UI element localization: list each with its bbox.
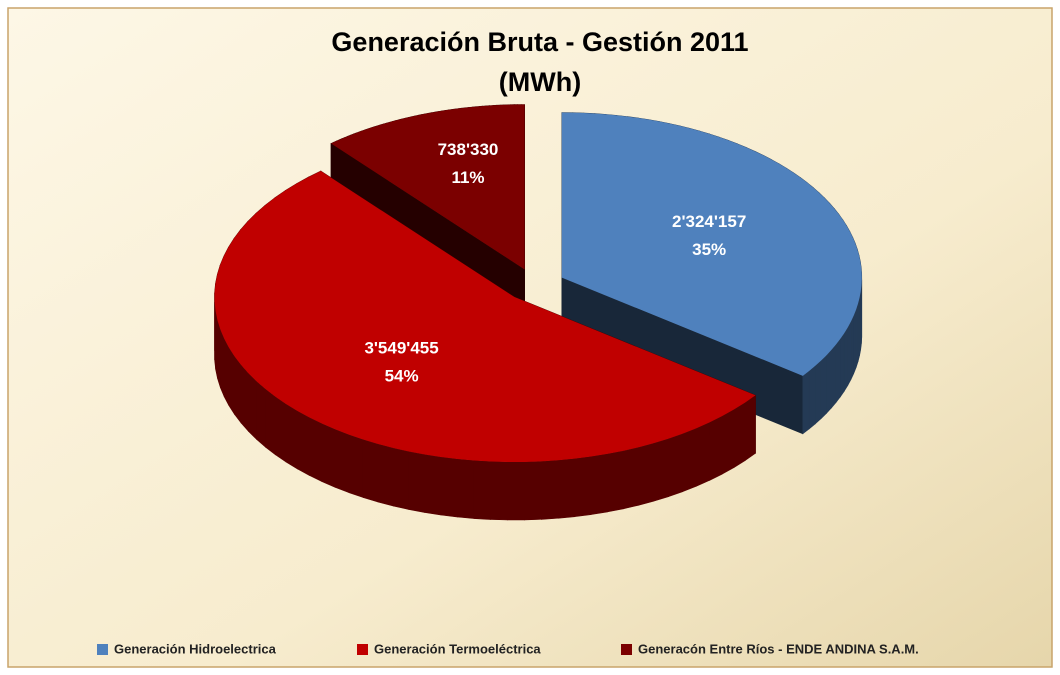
slice-side — [240, 364, 249, 433]
slice-side — [248, 372, 257, 441]
slice-side — [228, 346, 235, 416]
slice-side — [815, 359, 822, 425]
data-label: 738'330 — [438, 140, 499, 159]
data-label-percent: 11% — [451, 168, 484, 187]
legend-swatch — [357, 644, 368, 655]
legend-swatch — [621, 644, 632, 655]
slice-side — [850, 315, 854, 380]
slice-side — [321, 423, 336, 488]
slice-side — [574, 456, 592, 518]
slice-side — [557, 458, 576, 519]
slice-side — [256, 380, 266, 448]
legend: Generación Hidroelectrica Generación Term… — [97, 641, 919, 656]
slice-side — [392, 447, 410, 510]
slice — [561, 112, 862, 376]
slice-side — [541, 459, 559, 520]
data-label: 3'549'455 — [364, 339, 438, 358]
slice — [214, 171, 756, 462]
slice-side — [362, 439, 379, 503]
slice-side — [847, 321, 852, 386]
data-label: 2'324'157 — [672, 212, 746, 231]
data-label-percent: 35% — [692, 240, 726, 259]
slice-side — [668, 433, 684, 498]
slice-side — [440, 456, 458, 518]
slice-side — [820, 354, 827, 420]
slice-side — [308, 416, 323, 483]
slice-side — [424, 454, 442, 516]
slice-side — [744, 394, 756, 462]
slice-side — [682, 427, 697, 493]
legend-label: Generación Termoeléctrica — [374, 641, 541, 656]
slice-side — [709, 415, 723, 481]
slice-side — [490, 461, 508, 521]
slice-side — [348, 434, 364, 498]
data-label-percent: 54% — [385, 367, 419, 386]
slice-side — [234, 355, 242, 424]
slice-side — [217, 320, 221, 388]
slice-side — [285, 403, 298, 470]
slice-side — [457, 458, 475, 519]
slice-side — [831, 343, 837, 409]
legend-swatch — [97, 644, 108, 655]
slice-side — [524, 461, 542, 521]
slice-side — [696, 421, 710, 487]
pie: 2'324'157 35% 3'549'455 54% 738'330 11% — [214, 104, 863, 521]
slice-side — [275, 396, 287, 463]
slice-side — [590, 453, 608, 515]
slice-side — [853, 309, 857, 374]
slice-side — [220, 329, 225, 397]
slice-side — [223, 338, 230, 406]
slice-side — [653, 438, 669, 502]
slice-side — [840, 332, 845, 398]
chart-title: Generación Bruta - Gestión 2011 — [331, 27, 748, 57]
slice-side — [607, 450, 624, 513]
legend-label: Generacón Entre Ríos - ENDE ANDINA S.A.M… — [638, 641, 919, 656]
slice-side — [622, 446, 640, 510]
slice-side — [826, 349, 832, 415]
slice-side — [733, 402, 746, 469]
slice-side — [808, 365, 816, 430]
slice-side — [473, 460, 492, 520]
slice-side — [507, 461, 525, 521]
slice-side — [802, 370, 810, 435]
slice-side — [843, 326, 849, 393]
slice-side — [334, 428, 350, 494]
legend-label: Generación Hidroelectrica — [114, 641, 277, 656]
slice-side — [638, 442, 655, 506]
slice-side — [721, 409, 735, 475]
slice-side — [408, 451, 426, 513]
slice-side — [835, 337, 841, 404]
chart-subtitle: (MWh) — [499, 67, 581, 97]
slice-side — [296, 410, 310, 476]
slice — [331, 104, 525, 270]
slice-side — [377, 443, 394, 507]
slice-side — [265, 388, 276, 456]
